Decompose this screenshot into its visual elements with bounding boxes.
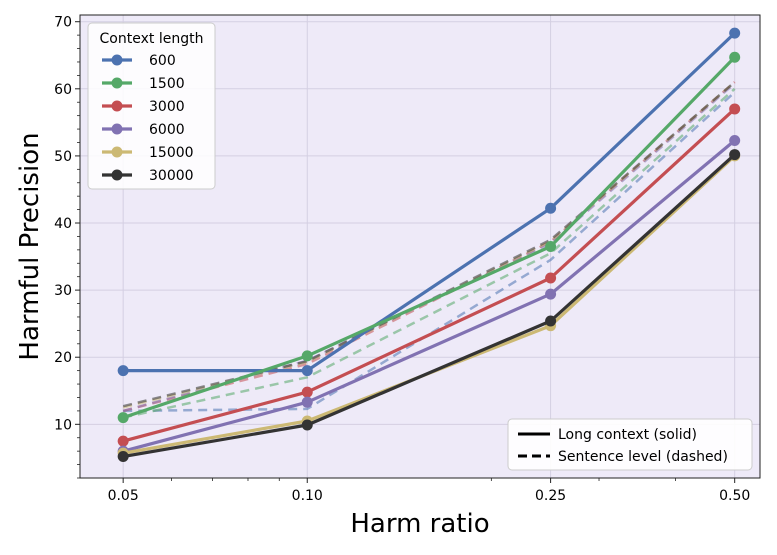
legend-style-box xyxy=(507,418,753,471)
data-point-6000 xyxy=(301,396,313,408)
series-line-6000 xyxy=(122,139,736,453)
data-point-1500 xyxy=(301,350,313,362)
y-tick-label: 40 xyxy=(54,216,72,232)
legend-swatch-marker xyxy=(111,123,123,135)
x-axis-label: Harm ratio xyxy=(350,509,489,539)
y-tick-label: 10 xyxy=(54,417,72,433)
y-tick-label: 60 xyxy=(54,82,72,98)
legend-swatch-marker xyxy=(111,169,123,181)
data-point-30000 xyxy=(301,419,313,431)
solid-series-group xyxy=(117,27,741,463)
legend-label-1500: 1500 xyxy=(149,76,185,92)
x-tick-label: 0.10 xyxy=(292,488,323,504)
legend-line-style: Long context (solid) Sentence level (dash… xyxy=(507,418,753,471)
data-point-1500 xyxy=(545,241,557,252)
y-tick-label: 30 xyxy=(54,283,72,299)
legend-title: Context length xyxy=(100,31,204,47)
series-line-30000 xyxy=(122,153,736,459)
data-point-3000 xyxy=(117,435,129,447)
legend-swatch-marker xyxy=(111,77,123,89)
series-dashed-600 xyxy=(123,91,736,413)
legend-context-length: Context length 600 1500 3000 6000 15000 30000 xyxy=(87,22,216,190)
data-point-3000 xyxy=(729,103,741,115)
data-point-30000 xyxy=(117,451,129,463)
legend-label-30000: 30000 xyxy=(149,168,194,184)
data-point-600 xyxy=(117,365,129,377)
legend-swatch-marker xyxy=(111,54,123,66)
legend-style-label: Sentence level (dashed) xyxy=(558,449,728,465)
plot-frame xyxy=(79,14,761,479)
data-point-600 xyxy=(545,202,557,214)
data-point-6000 xyxy=(545,288,557,300)
x-axis-ticks: 0.05 0.10 0.25 0.50 xyxy=(108,478,750,504)
legend-swatch-marker xyxy=(111,100,123,112)
data-point-30000 xyxy=(545,315,557,327)
series-dashed-1500 xyxy=(122,87,736,419)
legend-swatch-marker xyxy=(111,146,123,158)
series-line-600 xyxy=(123,31,736,373)
legend-label-6000: 6000 xyxy=(149,122,185,138)
x-tick-label: 0.05 xyxy=(108,488,139,504)
data-point-3000 xyxy=(545,272,557,284)
y-axis-ticks: 10 20 30 40 50 60 70 xyxy=(54,15,80,479)
legend-label-3000: 3000 xyxy=(149,99,185,115)
y-axis-label: Harmful Precision xyxy=(15,132,45,360)
y-tick-label: 50 xyxy=(54,149,72,165)
data-point-600 xyxy=(301,365,313,377)
series-line-3000 xyxy=(122,107,736,443)
legend-style-label: Long context (solid) xyxy=(558,427,697,443)
y-tick-label: 20 xyxy=(54,350,72,366)
data-point-1500 xyxy=(117,412,129,424)
data-point-30000 xyxy=(729,149,741,161)
data-point-3000 xyxy=(301,386,313,398)
series-line-1500 xyxy=(122,56,736,420)
legend-label-600: 600 xyxy=(149,53,176,69)
data-point-1500 xyxy=(729,51,741,63)
legend-label-15000: 15000 xyxy=(149,145,194,161)
x-tick-label: 0.25 xyxy=(535,488,566,504)
y-tick-label: 70 xyxy=(54,15,72,31)
data-point-600 xyxy=(729,27,741,39)
series-dashed-30000 xyxy=(122,81,736,408)
x-tick-label: 0.50 xyxy=(719,488,750,504)
data-point-6000 xyxy=(729,134,741,146)
